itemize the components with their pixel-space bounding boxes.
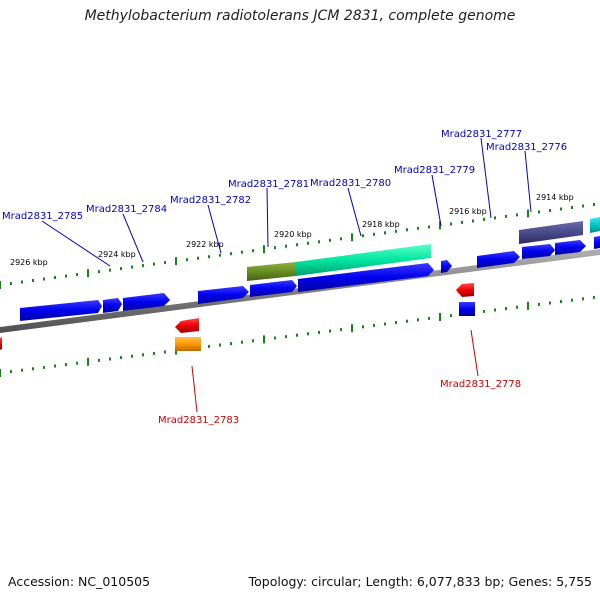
leader-line	[266, 187, 269, 248]
leader-line	[470, 329, 479, 377]
gene-label[interactable]: Mrad2831_2783	[158, 415, 239, 426]
gene-label[interactable]: Mrad2831_2782	[170, 195, 251, 206]
leader-line	[41, 220, 111, 267]
feature-boxes	[247, 217, 600, 281]
feature-box-spring-green[interactable]	[296, 244, 431, 276]
gene-arrow-mrad2831-2780[interactable]	[298, 263, 434, 292]
leader-line	[207, 204, 222, 254]
leader-line	[480, 137, 492, 219]
gene-arrow[interactable]	[20, 300, 102, 321]
gene-arrow-mrad2831-2778[interactable]	[456, 283, 474, 297]
gene-label[interactable]: Mrad2831_2777	[441, 129, 522, 140]
kbp-label: 2914 kbp	[536, 193, 574, 202]
genome-summary-text: Topology: circular; Length: 6,077,833 bp…	[248, 574, 592, 589]
leader-line	[347, 187, 362, 237]
kbp-label: 2916 kbp	[449, 207, 487, 216]
label-leader-lines	[41, 137, 532, 413]
gene-arrow[interactable]	[0, 337, 2, 350]
kbp-label: 2922 kbp	[186, 240, 224, 249]
feature-box-cyan[interactable]	[590, 217, 600, 233]
gene-label[interactable]: Mrad2831_2776	[486, 142, 567, 153]
genome-title: Methylobacterium radiotolerans JCM 2831,…	[84, 8, 516, 24]
leader-line	[122, 213, 144, 263]
gene-arrow-mrad2831-2781[interactable]	[250, 280, 297, 297]
kbp-label: 2926 kbp	[10, 258, 48, 267]
gene-label[interactable]: Mrad2831_2778	[440, 379, 521, 390]
feature-box-orange[interactable]	[175, 337, 201, 351]
gene-arrow-mrad2831-2777[interactable]	[477, 251, 520, 268]
gene-arrow-mrad2831-2776[interactable]	[522, 244, 555, 259]
gene-label[interactable]: Mrad2831_2784	[86, 204, 167, 215]
leader-line	[191, 365, 198, 413]
kbp-label: 2918 kbp	[362, 220, 400, 229]
kbp-label: 2924 kbp	[98, 250, 136, 259]
gene-label[interactable]: Mrad2831_2781	[228, 179, 309, 190]
gene-arrow-mrad2831-2783[interactable]	[175, 318, 199, 333]
gene-arrow-mrad2831-2779[interactable]	[441, 260, 452, 273]
gene-label[interactable]: Mrad2831_2780	[310, 178, 391, 189]
gene-arrow[interactable]	[594, 236, 600, 249]
gene-box-small[interactable]	[459, 302, 475, 316]
outer-tick-ring	[0, 203, 595, 289]
gene-arrow[interactable]	[103, 298, 122, 313]
leader-line	[431, 174, 442, 227]
reverse-strand-genes	[0, 283, 475, 351]
gene-arrow[interactable]	[123, 293, 170, 311]
accession-text: Accession: NC_010505	[8, 574, 151, 589]
forward-strand-genes	[20, 236, 600, 321]
gene-labels: Mrad2831_2785 Mrad2831_2784 Mrad2831_278…	[2, 129, 567, 426]
gene-arrow[interactable]	[555, 240, 586, 255]
gene-label[interactable]: Mrad2831_2785	[2, 211, 83, 222]
feature-box-slate[interactable]	[519, 221, 583, 244]
leader-line	[524, 150, 532, 213]
gene-arrow[interactable]	[198, 286, 249, 304]
feature-box-olive[interactable]	[247, 262, 296, 281]
gene-label[interactable]: Mrad2831_2779	[394, 165, 475, 176]
kbp-label: 2920 kbp	[274, 230, 312, 239]
